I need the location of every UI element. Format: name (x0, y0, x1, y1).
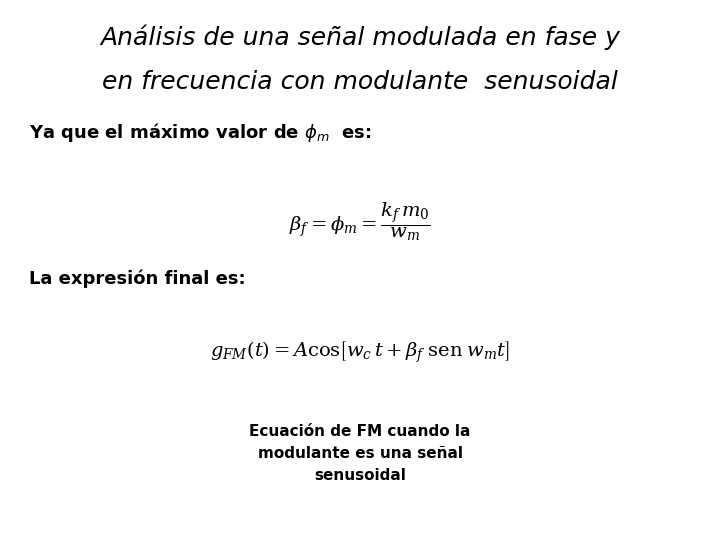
Text: Análisis de una señal modulada en fase y: Análisis de una señal modulada en fase y (100, 24, 620, 50)
Text: en frecuencia con modulante  senusoidal: en frecuencia con modulante senusoidal (102, 70, 618, 94)
Text: Ecuación de FM cuando la
modulante es una señal
senusoidal: Ecuación de FM cuando la modulante es un… (249, 424, 471, 483)
Text: $g_{FM}(t) = A\cos\!\left[w_c\,t + \beta_f\;\mathrm{sen}\;w_m t\right]$: $g_{FM}(t) = A\cos\!\left[w_c\,t + \beta… (210, 340, 510, 366)
Text: Ya que el máximo valor de $\phi_m$  es:: Ya que el máximo valor de $\phi_m$ es: (29, 122, 372, 145)
Text: $\beta_f = \phi_m = \dfrac{k_f\, m_0}{w_m}$: $\beta_f = \phi_m = \dfrac{k_f\, m_0}{w_… (289, 200, 431, 242)
Text: La expresión final es:: La expresión final es: (29, 270, 246, 288)
